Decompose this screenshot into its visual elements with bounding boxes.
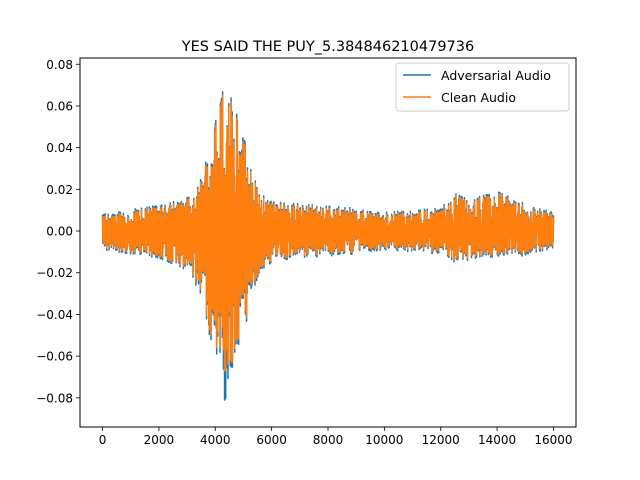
y-tick-label: −0.06: [36, 350, 73, 364]
legend-label-clean: Clean Audio: [441, 90, 516, 105]
y-tick-label: −0.04: [36, 308, 73, 322]
x-axis: 0 2000 4000 6000 8000 10000 12000 14000 16000: [99, 427, 573, 447]
x-tick-label: 10000: [365, 433, 403, 447]
x-tick-label: 14000: [478, 433, 516, 447]
legend-box: [395, 62, 570, 112]
y-tick-label: 0.04: [46, 141, 73, 155]
x-tick-label: 8000: [313, 433, 344, 447]
y-axis: −0.08 −0.06 −0.04 −0.02 0.00 0.02 0.04 0.06 0.08: [36, 58, 80, 405]
x-tick-label: 16000: [534, 433, 572, 447]
y-tick-label: 0.00: [46, 225, 73, 239]
x-tick-label: 4000: [200, 433, 231, 447]
y-tick-label: −0.02: [36, 266, 73, 280]
legend-label-adversarial: Adversarial Audio: [441, 68, 551, 83]
x-tick-label: 0: [99, 433, 107, 447]
y-tick-label: 0.06: [46, 99, 73, 113]
y-tick-label: −0.08: [36, 391, 73, 405]
x-tick-label: 2000: [144, 433, 175, 447]
series-line-clean-audio: [101, 94, 555, 372]
y-tick-label: 0.08: [46, 58, 73, 72]
x-tick-label: 12000: [422, 433, 460, 447]
chart-title: YES SAID THE PUY_5.384846210479736: [181, 39, 475, 55]
series-layer: [101, 91, 555, 401]
x-tick-label: 6000: [256, 433, 287, 447]
legend: Adversarial Audio Clean Audio: [395, 62, 570, 112]
y-tick-label: 0.02: [46, 183, 73, 197]
